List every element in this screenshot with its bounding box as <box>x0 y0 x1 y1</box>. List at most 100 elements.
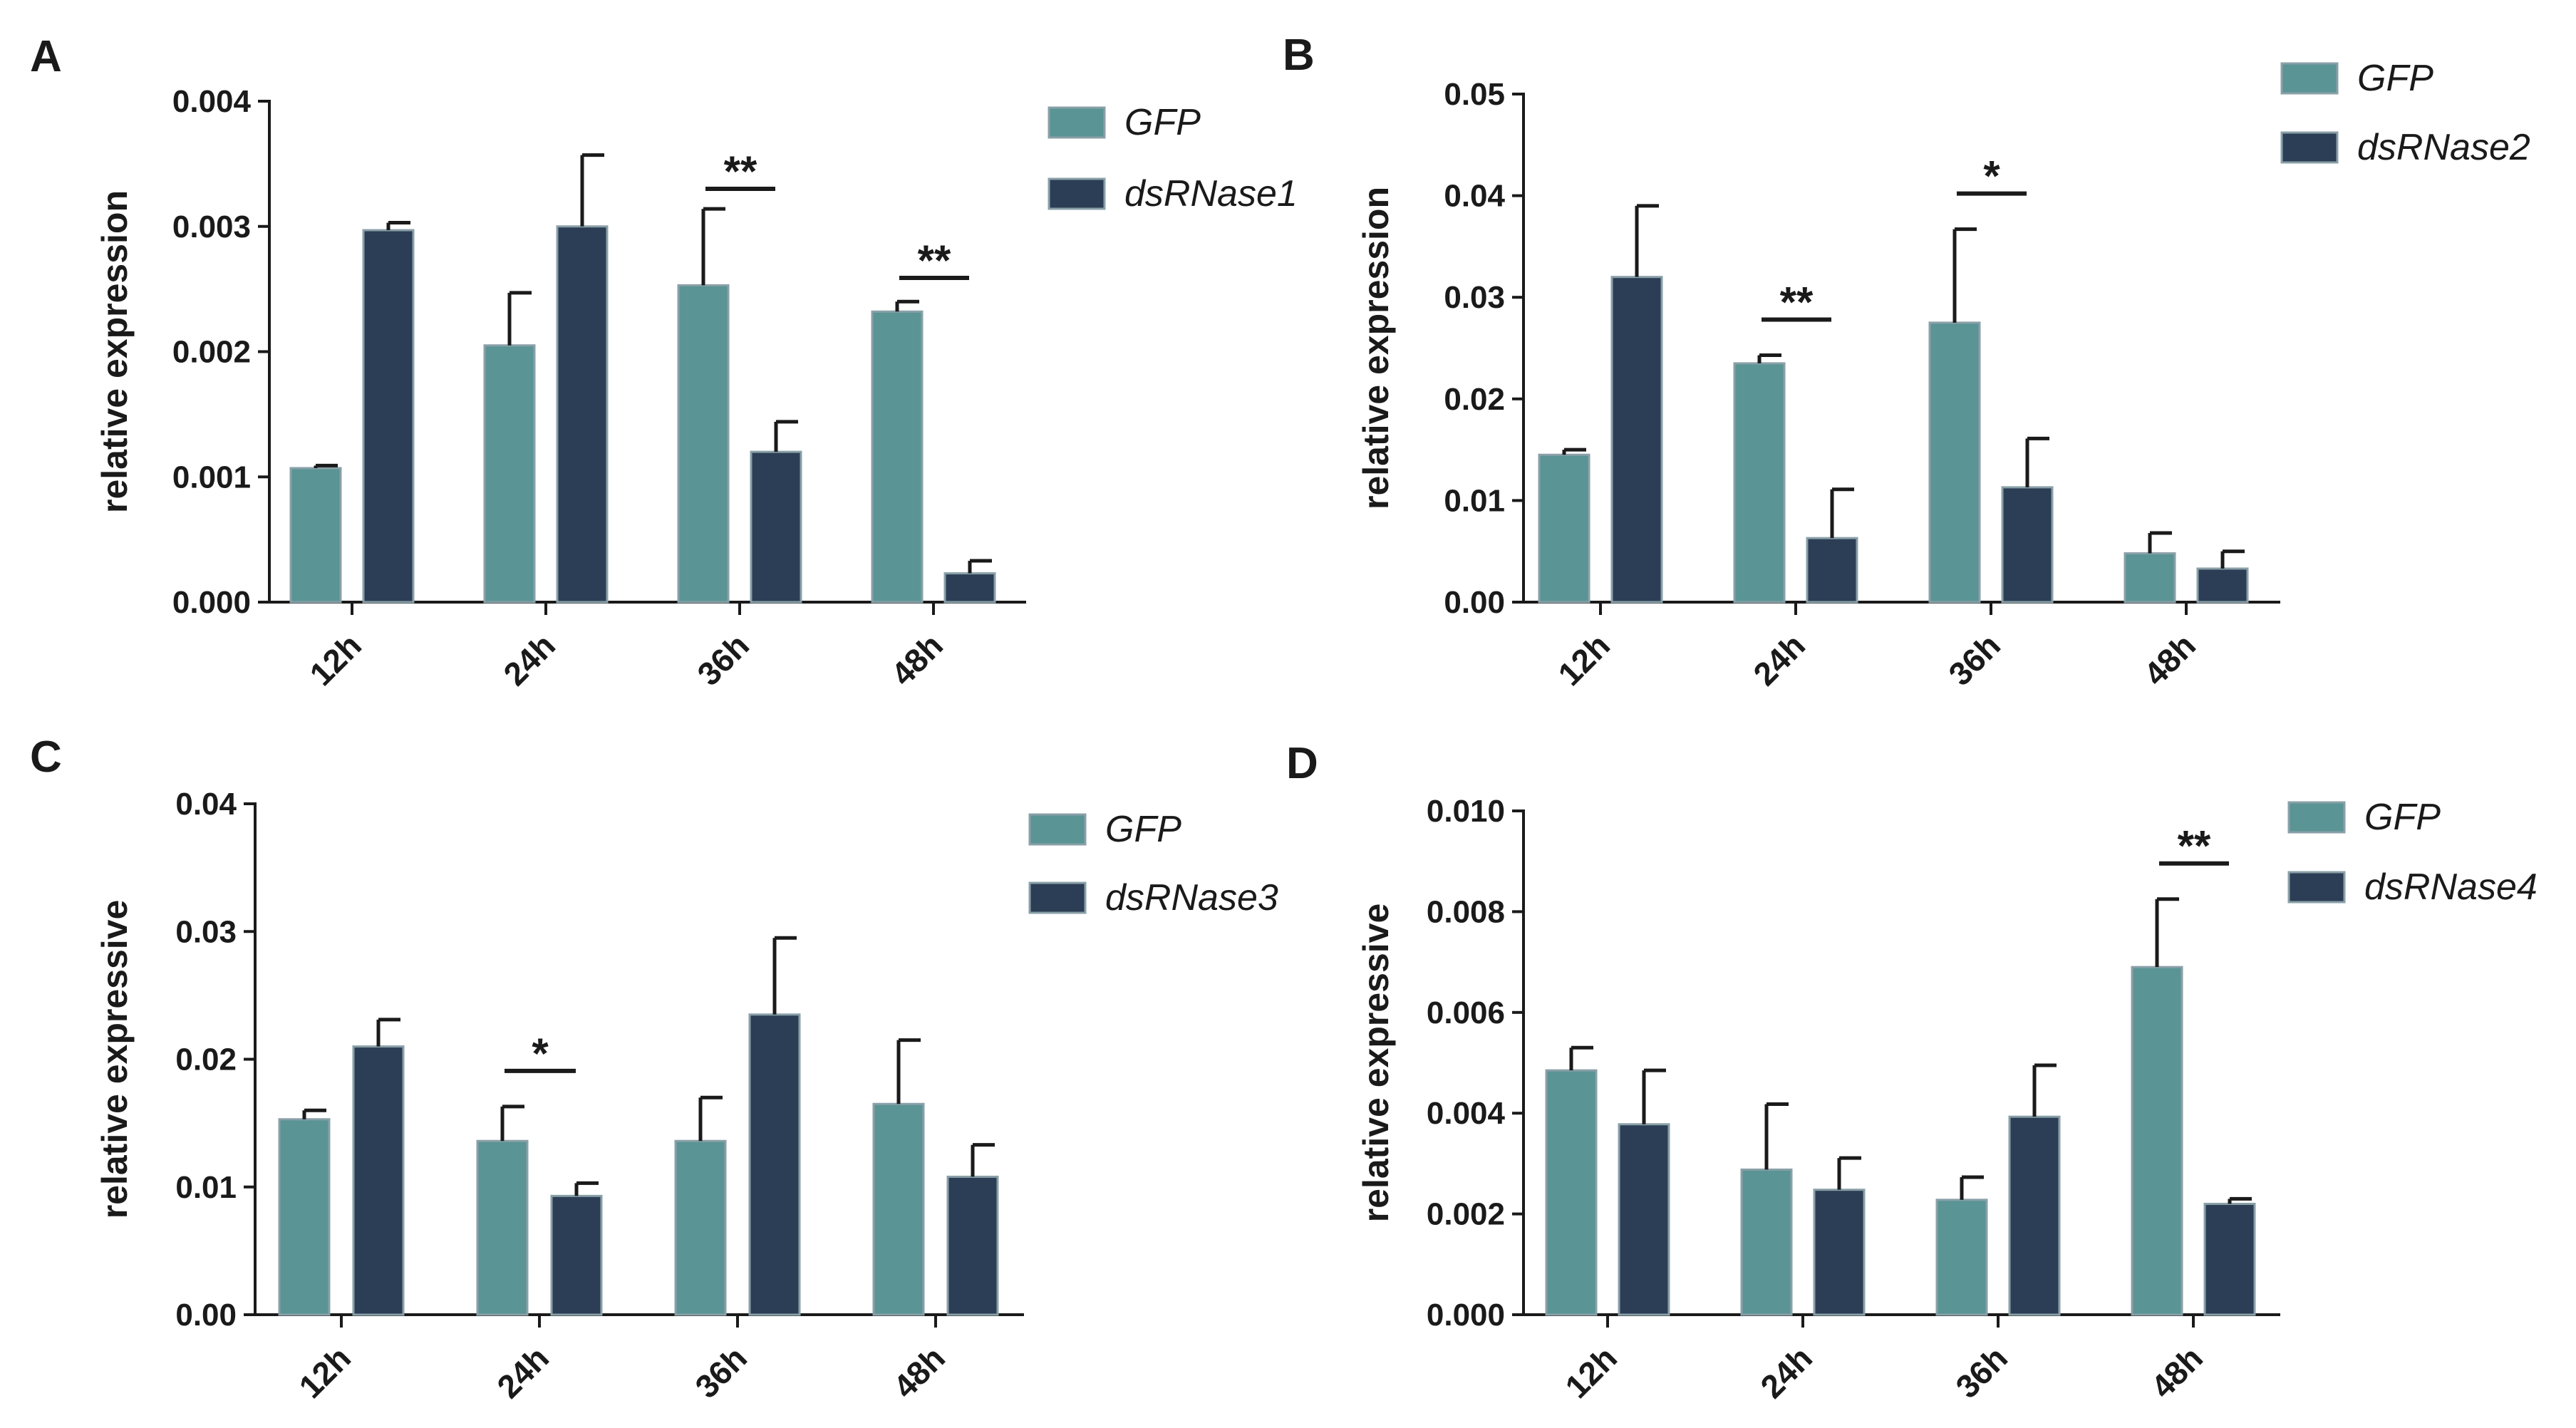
bar-dsrnase-48h <box>2196 567 2249 604</box>
x-tick-label: 36h <box>690 626 756 693</box>
bar-dsrnase-36h <box>2008 1115 2061 1316</box>
y-tick-label: 0.000 <box>172 585 251 620</box>
chart-panel-d: D 0.000 0.002 0.004 0.006 0.008 0.010 relative … <box>1286 739 2538 1405</box>
significance-label: ** <box>724 148 757 195</box>
x-tick-label: 12h <box>302 626 368 693</box>
legend-label: dsRNase1 <box>1124 173 1298 214</box>
significance-label: ** <box>2178 822 2211 870</box>
y-tick-label: 0.008 <box>1427 894 1505 929</box>
bar-gfp-24h <box>476 1139 529 1316</box>
x-tick-label: 48h <box>884 626 950 693</box>
bar-dsrnase-48h <box>946 1175 999 1316</box>
x-tick-label: 36h <box>1941 626 2007 693</box>
bar-dsrnase-12h <box>1610 276 1663 604</box>
y-tick-label: 0.02 <box>1444 382 1505 417</box>
bar-dsrnase-48h <box>943 572 996 604</box>
chart-panel-a: A 0.000 0.001 0.002 0.003 0.004 relative expre… <box>30 32 1298 693</box>
x-tick-label: 24h <box>1746 626 1812 693</box>
legend-swatch-gfp <box>2287 801 2346 834</box>
bar-gfp-36h <box>677 284 730 604</box>
bar-gfp-12h <box>1538 453 1590 604</box>
y-tick-label: 0.001 <box>172 460 251 495</box>
x-tick-label: 24h <box>490 1339 556 1405</box>
bar-dsrnase-24h <box>550 1194 603 1316</box>
y-tick-label: 0.04 <box>175 787 237 822</box>
bar-dsrnase-12h <box>1618 1123 1670 1316</box>
legend-swatch-dsrnase <box>2287 871 2346 904</box>
legend-label: dsRNase3 <box>1105 877 1278 919</box>
chart-panel-b: B 0.00 0.01 0.02 0.03 0.04 0.05 relative expres… <box>1283 31 2530 693</box>
x-tick-label: 12h <box>291 1339 358 1405</box>
y-axis-title: relative expression <box>95 190 135 513</box>
significance-label: ** <box>918 237 951 284</box>
x-tick-label: 36h <box>1948 1339 2014 1405</box>
y-tick-label: 0.002 <box>172 335 251 370</box>
bar-gfp-48h <box>2124 552 2176 604</box>
legend-swatch-gfp <box>1028 813 1087 846</box>
bar-dsrnase-36h <box>2001 486 2054 604</box>
bar-gfp-36h <box>1935 1199 1988 1316</box>
x-tick-label: 24h <box>1753 1339 1819 1405</box>
bar-gfp-48h <box>872 1102 925 1316</box>
x-tick-label: 48h <box>886 1339 952 1405</box>
y-tick-label: 0.00 <box>175 1298 237 1333</box>
legend-label: GFP <box>1105 809 1181 850</box>
bar-dsrnase-12h <box>352 1045 405 1316</box>
y-tick-label: 0.02 <box>175 1042 237 1077</box>
bar-dsrnase-24h <box>1813 1189 1866 1316</box>
legend-swatch-dsrnase <box>1028 881 1087 914</box>
y-tick-label: 0.000 <box>1427 1298 1505 1333</box>
bar-gfp-24h <box>1740 1168 1793 1316</box>
y-tick-label: 0.002 <box>1427 1197 1505 1232</box>
legend-swatch-gfp <box>1048 106 1106 139</box>
bar-gfp-24h <box>483 344 536 604</box>
bar-dsrnase-36h <box>748 1013 801 1316</box>
y-axis-title: relative expressive <box>95 900 135 1219</box>
bar-dsrnase-24h <box>1806 537 1858 604</box>
y-tick-label: 0.03 <box>1444 280 1505 315</box>
y-tick-label: 0.00 <box>1444 585 1505 620</box>
panel-letter: C <box>30 733 62 782</box>
bar-dsrnase-24h <box>556 225 609 604</box>
legend-label: GFP <box>2357 58 2433 99</box>
y-axis-title: relative expression <box>1356 187 1396 509</box>
x-tick-label: 48h <box>2143 1339 2210 1405</box>
panel-letter: B <box>1283 31 1315 80</box>
bar-gfp-36h <box>674 1139 727 1316</box>
y-axis-title: relative expressive <box>1356 904 1396 1223</box>
bar-gfp-12h <box>289 467 342 604</box>
bar-gfp-48h <box>871 310 924 604</box>
bar-dsrnase-12h <box>362 229 415 604</box>
legend-swatch-dsrnase <box>2280 131 2339 164</box>
significance-label: * <box>532 1030 549 1077</box>
y-tick-label: 0.006 <box>1427 995 1505 1030</box>
bar-gfp-48h <box>2131 966 2183 1316</box>
y-tick-label: 0.04 <box>1444 179 1505 214</box>
bar-gfp-36h <box>1928 321 1981 604</box>
y-tick-label: 0.01 <box>175 1170 237 1205</box>
x-tick-label: 36h <box>688 1339 754 1405</box>
y-tick-label: 0.01 <box>1444 483 1505 518</box>
panel-letter: A <box>30 32 62 81</box>
legend-swatch-gfp <box>2280 62 2339 95</box>
bar-gfp-12h <box>1545 1069 1598 1316</box>
significance-label: * <box>1983 152 2000 200</box>
chart-panel-c: C 0.00 0.01 0.02 0.03 0.04 relative expressive… <box>30 733 1278 1405</box>
y-tick-label: 0.05 <box>1444 77 1505 112</box>
bar-dsrnase-36h <box>750 450 802 604</box>
significance-label: ** <box>1780 278 1814 326</box>
x-tick-label: 24h <box>496 626 562 693</box>
y-tick-label: 0.03 <box>175 914 237 949</box>
legend-label: GFP <box>1124 102 1201 143</box>
panel-letter: D <box>1286 739 1318 788</box>
legend-swatch-dsrnase <box>1048 177 1106 210</box>
bar-dsrnase-48h <box>2203 1202 2256 1316</box>
x-tick-label: 12h <box>1551 626 1617 693</box>
x-tick-label: 12h <box>1558 1339 1624 1405</box>
legend-label: dsRNase2 <box>2357 127 2530 168</box>
legend-label: GFP <box>2364 797 2441 838</box>
x-tick-label: 48h <box>2136 626 2203 693</box>
y-tick-label: 0.004 <box>172 84 252 119</box>
legend-label: dsRNase4 <box>2364 866 2538 908</box>
